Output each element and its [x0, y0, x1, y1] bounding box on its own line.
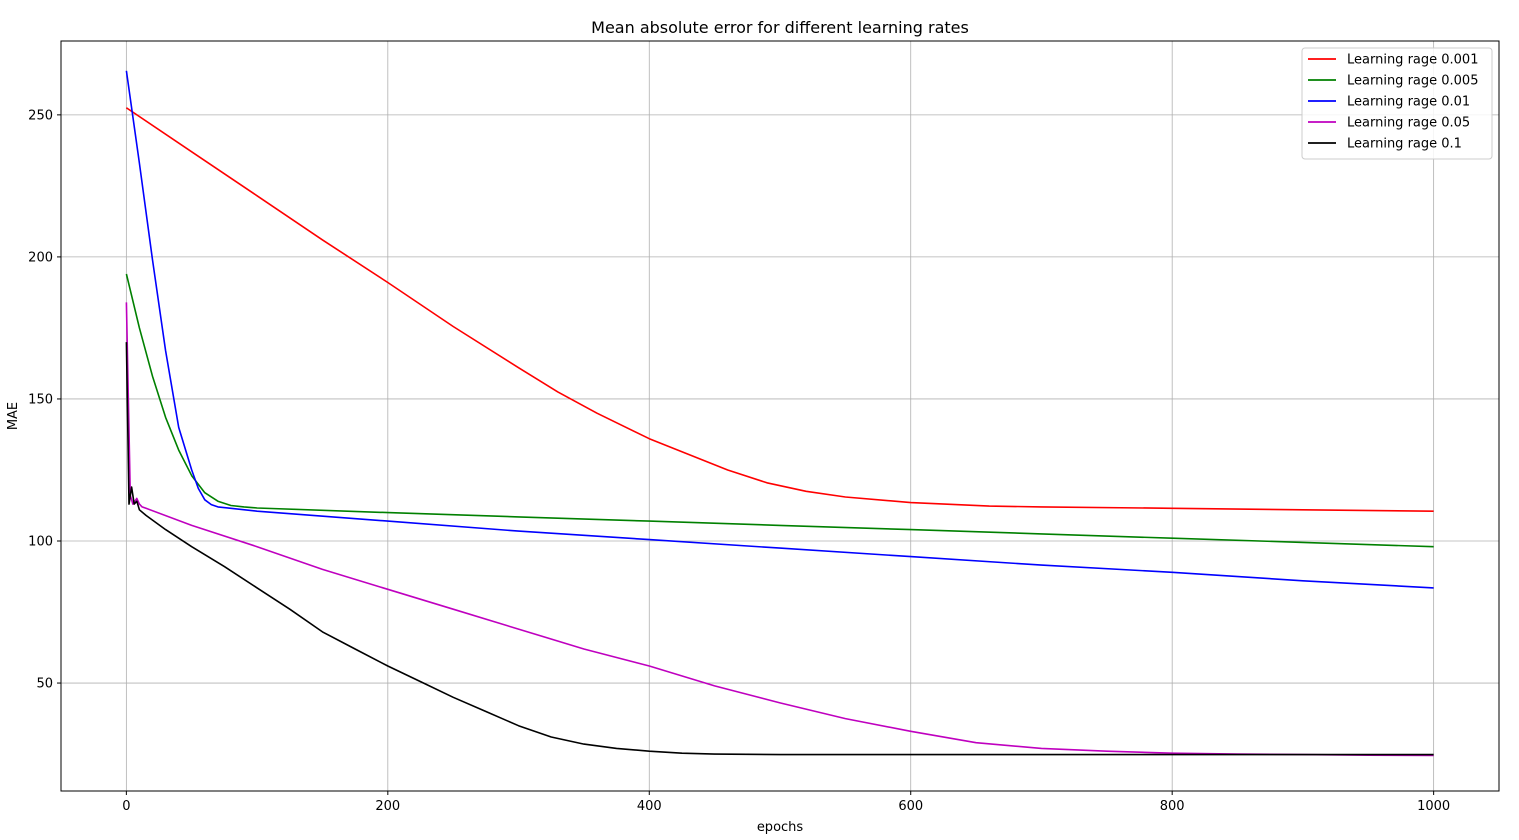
y-axis-title: MAE [6, 402, 21, 430]
y-tick-label: 250 [28, 108, 53, 123]
x-tick-label: 200 [375, 799, 400, 814]
x-tick-label: 1000 [1417, 799, 1450, 814]
legend-label: Learning rage 0.001 [1347, 53, 1478, 68]
legend-label: Learning rage 0.05 [1347, 116, 1470, 131]
series-line-2 [125, 70, 1434, 589]
series-line-3 [125, 302, 1434, 757]
x-axis-title: epochs [757, 820, 804, 835]
plot-frame [60, 40, 1500, 792]
series-line-0 [125, 107, 1434, 512]
legend: Learning rage 0.001 Learning rage 0.005 Le… [1301, 47, 1493, 160]
x-tick-label: 0 [122, 799, 130, 814]
series-lines [125, 70, 1434, 757]
legend-box [1301, 47, 1493, 160]
series-line-4 [125, 342, 1434, 756]
y-tick-label: 150 [28, 392, 53, 407]
y-tick-label: 100 [28, 535, 53, 550]
x-tick-label: 800 [1160, 799, 1185, 814]
y-tick-label: 200 [28, 250, 53, 265]
axis-ticks: 0 200 400 600 800 1000 50 100 150 200 250 [28, 108, 1450, 814]
chart-title: Mean absolute error for different learni… [591, 18, 969, 37]
legend-label: Learning rage 0.01 [1347, 95, 1470, 110]
x-tick-label: 600 [898, 799, 923, 814]
y-tick-label: 50 [36, 677, 53, 692]
legend-label: Learning rage 0.1 [1347, 137, 1462, 152]
legend-label: Learning rage 0.005 [1347, 74, 1478, 89]
series-line-1 [125, 273, 1434, 548]
x-tick-label: 400 [637, 799, 662, 814]
grid-lines [61, 41, 1499, 791]
